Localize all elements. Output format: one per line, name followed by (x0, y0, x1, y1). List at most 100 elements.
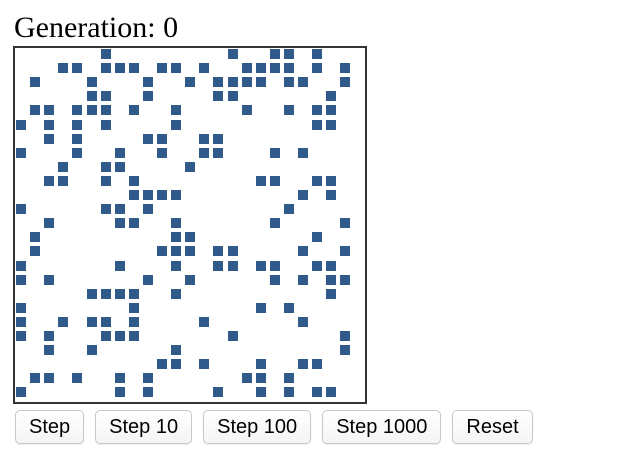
live-cell[interactable] (30, 246, 41, 257)
live-cell[interactable] (227, 77, 238, 88)
live-cell[interactable] (199, 359, 210, 370)
live-cell[interactable] (213, 77, 224, 88)
live-cell[interactable] (340, 274, 351, 285)
live-cell[interactable] (283, 49, 294, 59)
live-cell[interactable] (298, 316, 308, 327)
live-cell[interactable] (100, 316, 111, 327)
live-cell[interactable] (241, 63, 252, 74)
live-cell[interactable] (255, 373, 266, 384)
live-cell[interactable] (128, 63, 139, 74)
live-cell[interactable] (157, 246, 167, 257)
live-cell[interactable] (114, 387, 125, 398)
live-cell[interactable] (100, 105, 111, 116)
live-cell[interactable] (86, 91, 97, 102)
live-cell[interactable] (16, 260, 26, 271)
live-cell[interactable] (312, 387, 323, 398)
live-cell[interactable] (171, 232, 182, 243)
live-cell[interactable] (44, 274, 55, 285)
live-cell[interactable] (312, 359, 323, 370)
live-cell[interactable] (128, 316, 139, 327)
live-cell[interactable] (16, 316, 26, 327)
live-cell[interactable] (44, 133, 55, 144)
live-cell[interactable] (142, 91, 153, 102)
live-cell[interactable] (185, 274, 196, 285)
live-cell[interactable] (326, 387, 337, 398)
live-cell[interactable] (241, 105, 252, 116)
live-cell[interactable] (185, 246, 196, 257)
live-cell[interactable] (312, 260, 323, 271)
live-cell[interactable] (171, 105, 182, 116)
live-cell[interactable] (86, 316, 97, 327)
live-cell[interactable] (326, 288, 337, 299)
live-cell[interactable] (199, 316, 210, 327)
live-cell[interactable] (157, 359, 167, 370)
live-cell[interactable] (16, 119, 26, 130)
live-cell[interactable] (128, 331, 139, 341)
live-cell[interactable] (312, 175, 323, 186)
live-cell[interactable] (312, 49, 323, 59)
live-cell[interactable] (185, 232, 196, 243)
live-cell[interactable] (114, 204, 125, 215)
live-cell[interactable] (326, 175, 337, 186)
live-cell[interactable] (58, 161, 69, 172)
live-cell[interactable] (128, 175, 139, 186)
live-cell[interactable] (157, 147, 167, 158)
live-cell[interactable] (269, 260, 280, 271)
live-cell[interactable] (100, 91, 111, 102)
live-cell[interactable] (283, 204, 294, 215)
live-cell[interactable] (44, 105, 55, 116)
live-cell[interactable] (283, 387, 294, 398)
live-cell[interactable] (72, 63, 83, 74)
live-cell[interactable] (16, 302, 26, 313)
live-cell[interactable] (16, 274, 26, 285)
live-cell[interactable] (185, 161, 196, 172)
live-cell[interactable] (255, 175, 266, 186)
live-cell[interactable] (114, 331, 125, 341)
live-cell[interactable] (58, 63, 69, 74)
live-cell[interactable] (30, 232, 41, 243)
live-cell[interactable] (16, 147, 26, 158)
step-10-button[interactable]: Step 10 (95, 410, 193, 444)
live-cell[interactable] (213, 260, 224, 271)
live-cell[interactable] (283, 105, 294, 116)
live-cell[interactable] (128, 302, 139, 313)
live-cell[interactable] (30, 105, 41, 116)
live-cell[interactable] (340, 345, 351, 356)
live-cell[interactable] (142, 387, 153, 398)
live-cell[interactable] (128, 288, 139, 299)
live-cell[interactable] (241, 77, 252, 88)
live-cell[interactable] (100, 119, 111, 130)
live-cell[interactable] (227, 246, 238, 257)
live-cell[interactable] (58, 175, 69, 186)
live-cell[interactable] (16, 331, 26, 341)
reset-button[interactable]: Reset (452, 410, 533, 444)
live-cell[interactable] (44, 345, 55, 356)
live-cell[interactable] (86, 105, 97, 116)
live-cell[interactable] (142, 373, 153, 384)
live-cell[interactable] (326, 274, 337, 285)
live-cell[interactable] (157, 190, 167, 200)
live-cell[interactable] (86, 288, 97, 299)
live-cell[interactable] (100, 161, 111, 172)
live-cell[interactable] (72, 373, 83, 384)
live-cell[interactable] (100, 288, 111, 299)
live-cell[interactable] (227, 49, 238, 59)
live-cell[interactable] (298, 190, 308, 200)
live-cell[interactable] (213, 91, 224, 102)
live-cell[interactable] (157, 63, 167, 74)
live-cell[interactable] (142, 133, 153, 144)
live-cell[interactable] (171, 246, 182, 257)
live-cell[interactable] (213, 387, 224, 398)
live-cell[interactable] (128, 105, 139, 116)
live-cell[interactable] (255, 387, 266, 398)
live-cell[interactable] (298, 246, 308, 257)
live-cell[interactable] (340, 77, 351, 88)
live-cell[interactable] (100, 331, 111, 341)
live-cell[interactable] (44, 373, 55, 384)
live-cell[interactable] (298, 77, 308, 88)
live-cell[interactable] (44, 218, 55, 229)
live-cell[interactable] (269, 147, 280, 158)
live-cell[interactable] (171, 345, 182, 356)
live-cell[interactable] (255, 359, 266, 370)
live-cell[interactable] (213, 133, 224, 144)
